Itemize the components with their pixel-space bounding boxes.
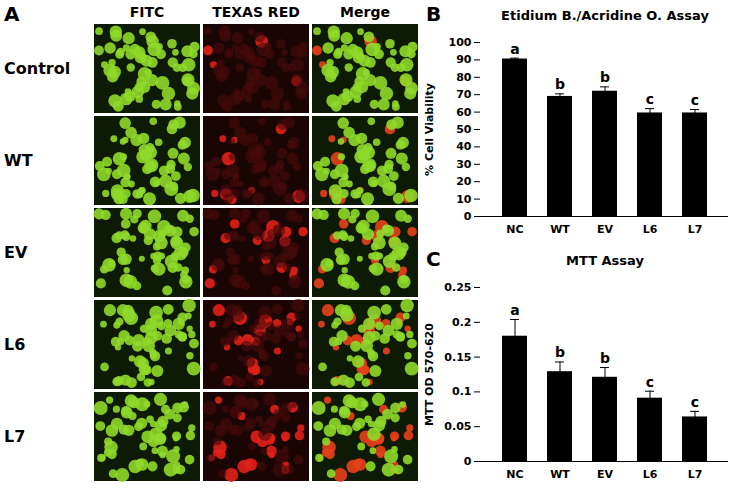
svg-text:L7: L7 [688,223,703,236]
svg-text:EV: EV [597,468,614,481]
svg-text:WT: WT [550,468,570,481]
html-text:Merge: Merge [340,4,390,20]
svg-text:c: c [646,91,654,107]
html-text:L6: L6 [4,334,26,354]
svg-text:0.05: 0.05 [444,420,471,433]
svg-text:b: b [600,69,610,85]
svg-text:WT: WT [550,223,570,236]
svg-text:EV: EV [597,223,614,236]
svg-text:100: 100 [449,36,472,49]
svg-text:a: a [510,41,519,57]
html-text:B: B [426,2,442,26]
svg-text:80: 80 [456,71,472,84]
svg-text:MTT OD 570-620: MTT OD 570-620 [423,323,436,426]
svg-text:b: b [555,344,565,360]
svg-text:NC: NC [506,223,523,236]
svg-text:50: 50 [456,123,472,136]
svg-text:0.25: 0.25 [444,281,471,294]
html-text:C: C [426,247,441,271]
svg-text:0.2: 0.2 [452,316,472,329]
svg-text:0: 0 [464,210,472,223]
svg-text:c: c [691,394,699,410]
svg-text:10: 10 [456,193,472,206]
svg-text:60: 60 [456,106,472,119]
svg-text:0: 0 [464,455,472,468]
svg-text:20: 20 [456,175,472,188]
html-text:MTT Assay: MTT Assay [566,253,644,268]
html-text:WT: WT [4,150,33,170]
html-text:A: A [4,2,20,26]
svg-text:c: c [646,374,654,390]
svg-text:0.1: 0.1 [452,385,472,398]
svg-text:0.15: 0.15 [444,351,471,364]
svg-text:% Cell Viability: % Cell Viability [423,83,436,176]
svg-text:b: b [600,350,610,366]
html-text:Etidium B./Acridine O. Assay: Etidium B./Acridine O. Assay [501,8,709,23]
html-text:L7: L7 [4,426,26,446]
svg-text:L6: L6 [643,468,658,481]
html-text:FITC: FITC [129,4,165,20]
svg-text:L7: L7 [688,468,703,481]
svg-text:b: b [555,76,565,92]
html-text:EV: EV [4,242,28,262]
html-text:TEXAS RED: TEXAS RED [212,4,300,20]
svg-text:NC: NC [506,468,523,481]
svg-text:90: 90 [456,53,472,66]
svg-text:L6: L6 [643,223,658,236]
svg-text:70: 70 [456,88,472,101]
svg-text:c: c [691,92,699,108]
svg-text:a: a [510,302,519,318]
svg-text:30: 30 [456,158,472,171]
svg-text:40: 40 [456,140,472,153]
html-text:Control: Control [4,58,71,78]
